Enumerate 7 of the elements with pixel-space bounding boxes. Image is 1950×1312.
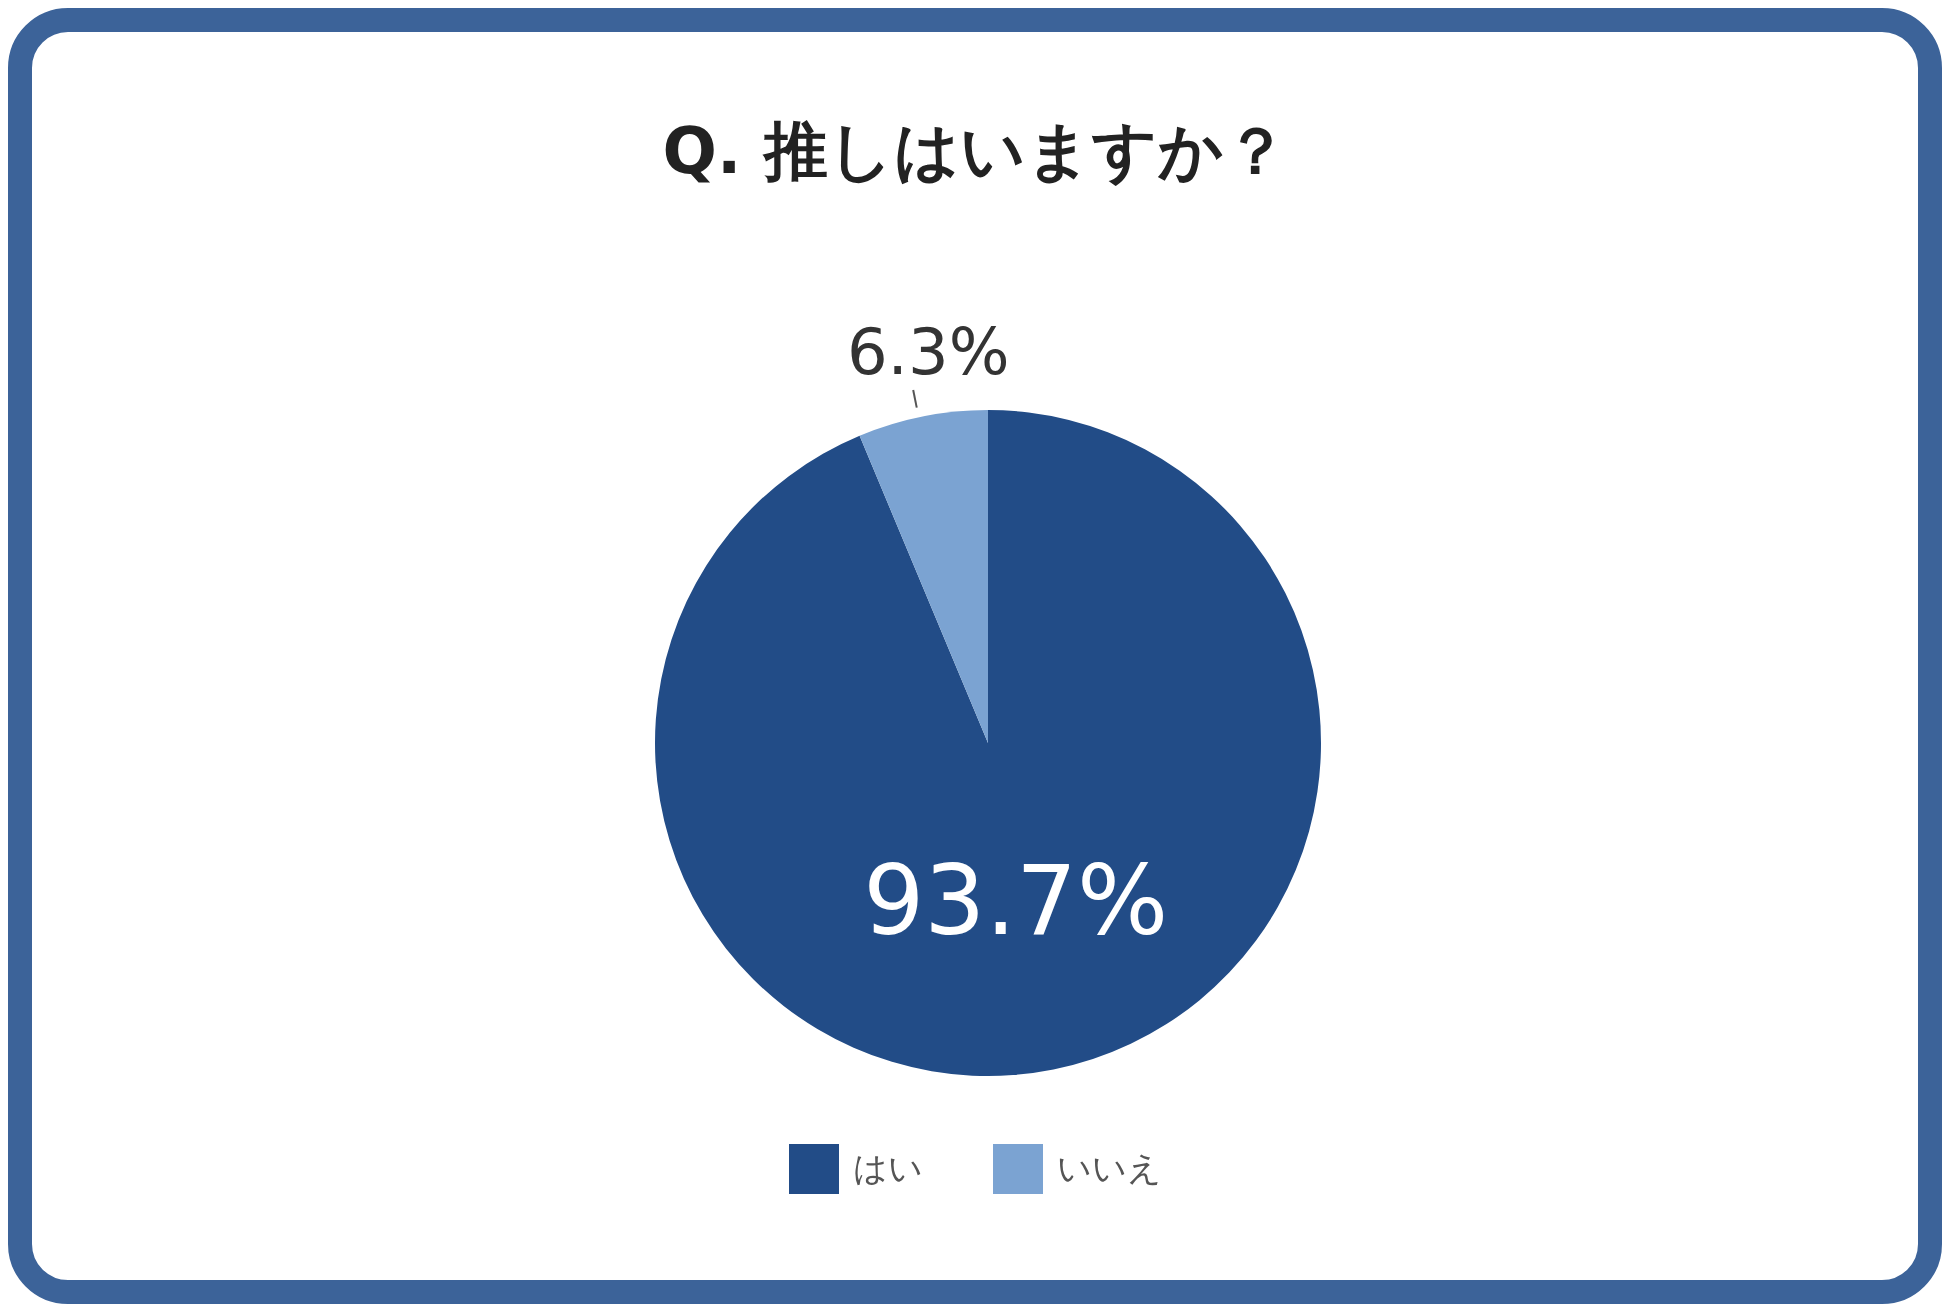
- data-label: 6.3%: [846, 314, 1010, 389]
- pie-slice: [859, 410, 988, 743]
- pie-slice: [655, 410, 1321, 1076]
- data-label: 93.7%: [863, 845, 1169, 958]
- legend-label: いいえ: [1056, 1147, 1162, 1190]
- legend-label: はい: [852, 1147, 923, 1190]
- chart-title: Q. 推しはいますか？: [661, 113, 1289, 190]
